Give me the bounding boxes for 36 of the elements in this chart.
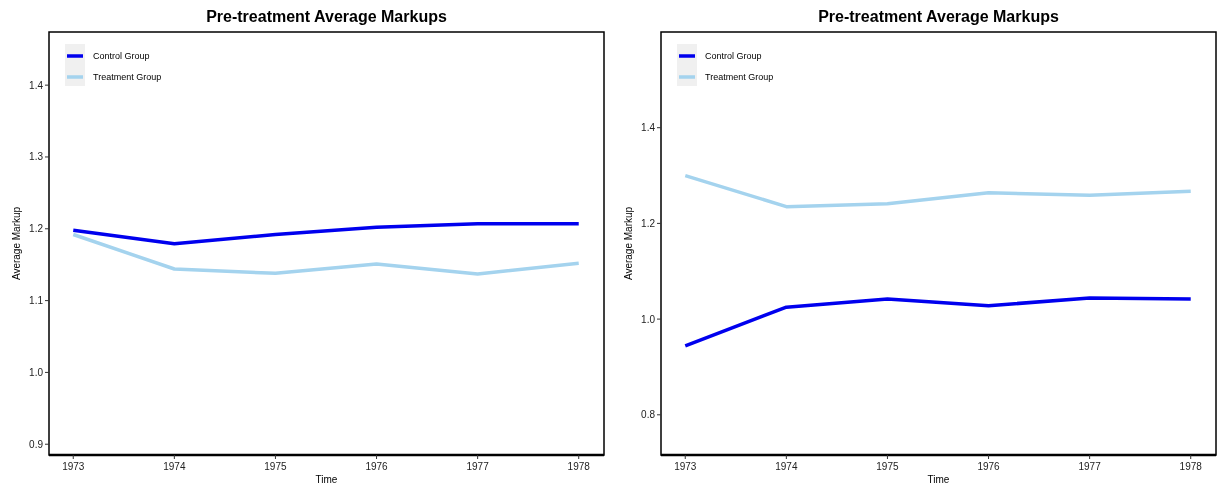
x-tick-label: 1976	[977, 461, 1001, 472]
x-axis-title: Time	[927, 474, 950, 485]
y-tick-label: 1.3	[29, 151, 44, 163]
x-tick-label: 1973	[674, 461, 697, 472]
x-tick-label: 1974	[775, 461, 798, 472]
y-axis-title: Average Markup	[11, 206, 22, 281]
chart-title: Pre-treatment Average Markups	[818, 8, 1059, 25]
x-tick-label: 1977	[466, 461, 490, 472]
y-tick-label: 1.1	[29, 295, 44, 307]
line-series	[71, 232, 581, 276]
y-tick-label: 1.2	[29, 223, 44, 235]
y-tick-label: 1.4	[29, 79, 44, 91]
y-axis-title: Average Markup	[623, 206, 634, 281]
y-tick-label: 1.4	[641, 122, 656, 134]
line-series	[683, 173, 1193, 209]
y-tick-label: 1.2	[641, 217, 656, 229]
x-tick-label: 1977	[1078, 461, 1102, 472]
line-series	[71, 222, 581, 246]
legend-label: Treatment Group	[93, 72, 162, 83]
legend-label: Control Group	[705, 51, 762, 62]
legend-label: Control Group	[93, 51, 150, 62]
x-axis-title: Time	[315, 474, 338, 485]
line-series	[683, 296, 1193, 348]
y-tick-label: 0.9	[29, 438, 44, 450]
x-tick-label: 1973	[62, 461, 85, 472]
x-tick-label: 1978	[567, 461, 591, 472]
chart-title: Pre-treatment Average Markups	[206, 8, 447, 25]
x-tick-label: 1978	[1179, 461, 1203, 472]
x-tick-label: 1974	[163, 461, 186, 472]
y-tick-label: 1.0	[29, 366, 44, 378]
legend-label: Treatment Group	[705, 72, 774, 83]
x-tick-label: 1975	[264, 461, 288, 472]
x-tick-label: 1975	[876, 461, 900, 472]
x-tick-label: 1976	[365, 461, 389, 472]
y-tick-label: 1.0	[641, 313, 656, 325]
y-tick-label: 0.8	[641, 409, 656, 421]
